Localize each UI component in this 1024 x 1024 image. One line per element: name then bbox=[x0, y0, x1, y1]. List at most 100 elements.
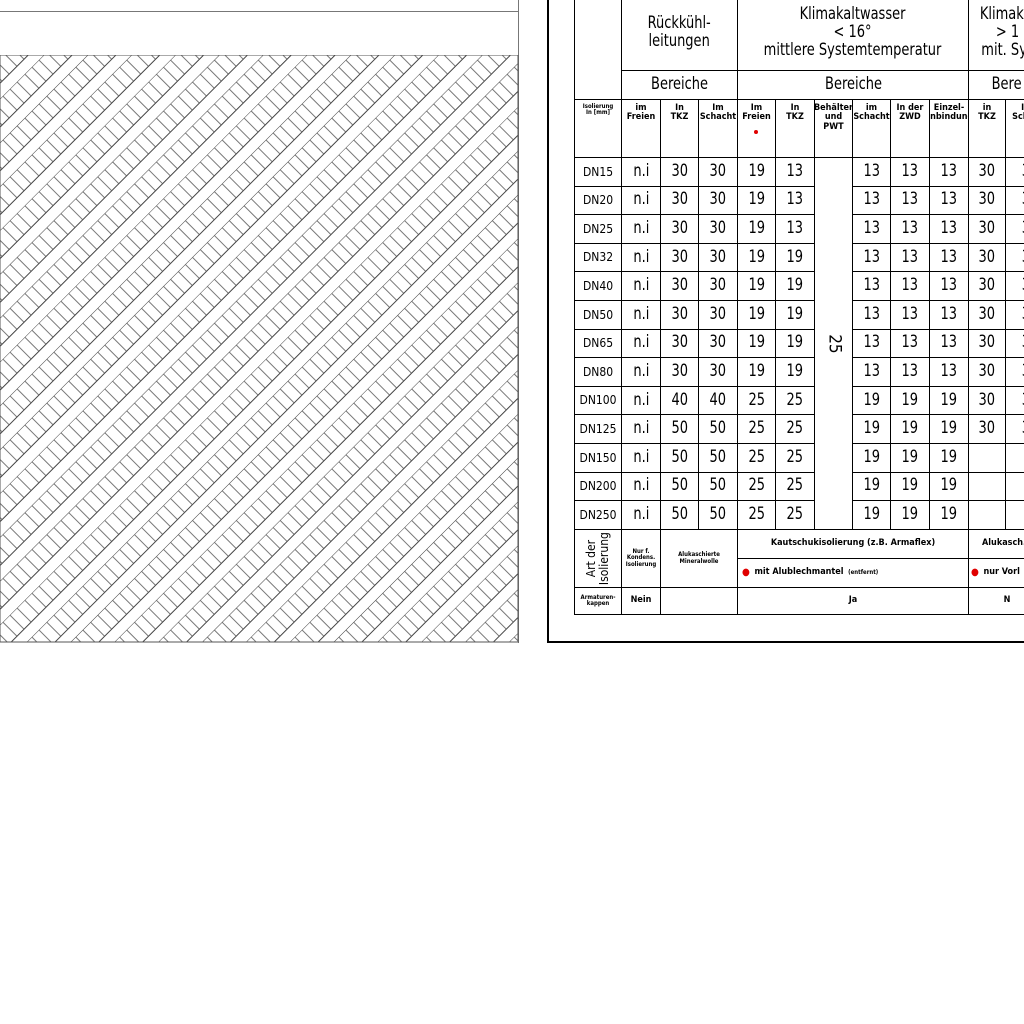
table-cell: 3 bbox=[1005, 357, 1024, 387]
bereiche-3-text: Bere bbox=[992, 74, 1022, 95]
table-cell-text: 30 bbox=[671, 246, 688, 267]
table-cell-text: 19 bbox=[748, 246, 765, 267]
table-cell: 30 bbox=[968, 357, 1006, 387]
table-cell: n.i bbox=[621, 414, 661, 444]
table-cell bbox=[968, 443, 1006, 473]
table-cell: 3 bbox=[1005, 214, 1024, 244]
table-cell: 25 bbox=[737, 443, 776, 473]
table-cell-text: 30 bbox=[978, 218, 996, 239]
table-cell: DN25 bbox=[574, 214, 622, 244]
table-cell-text: 50 bbox=[709, 418, 727, 439]
red-marker-dot: ● bbox=[971, 566, 979, 578]
table-cell: 19 bbox=[890, 385, 930, 416]
table-cell-text: DN80 bbox=[582, 364, 614, 379]
table-cell: n.i bbox=[621, 300, 661, 330]
table-cell: 13 bbox=[852, 300, 891, 330]
bereiche-1: Bereiche bbox=[621, 70, 738, 100]
table-cell: n.i bbox=[621, 328, 661, 359]
table-cell: 30 bbox=[660, 242, 699, 273]
table-cell: 19 bbox=[775, 242, 815, 273]
table-cell: 3 bbox=[1005, 300, 1024, 330]
table-cell-text: DN150 bbox=[579, 450, 617, 465]
table-cell: 30 bbox=[698, 357, 738, 387]
table-cell-text: 50 bbox=[671, 418, 688, 439]
table-cell: 3 bbox=[1005, 385, 1024, 416]
table-cell-text: 30 bbox=[671, 160, 688, 181]
table-cell: 13 bbox=[852, 242, 891, 273]
art-der-isolierung-label: Art der Isolierung bbox=[574, 529, 622, 588]
table-cell: 13 bbox=[852, 157, 891, 187]
header-klima-gt16: Klimakal > 1 mit. Sys bbox=[968, 0, 1024, 71]
table-cell-text: 19 bbox=[901, 504, 919, 525]
alublech-cell: ● mit Alublechmantel (entfernt) bbox=[737, 558, 969, 588]
table-cell: 13 bbox=[852, 214, 891, 244]
table-cell: 30 bbox=[660, 185, 699, 216]
table-cell-text: 50 bbox=[709, 475, 727, 496]
table-cell-text: DN40 bbox=[582, 278, 614, 293]
table-cell: 19 bbox=[737, 357, 776, 387]
table-cell-text: 13 bbox=[863, 189, 880, 210]
table-cell: 30 bbox=[660, 157, 699, 187]
table-cell: 30 bbox=[698, 157, 738, 187]
table-cell-text: 25 bbox=[748, 418, 765, 439]
subheader: Isolierung In [mm] bbox=[574, 99, 622, 158]
table-cell-text: 25 bbox=[786, 446, 804, 467]
merged-behaelter-value: 25 bbox=[814, 157, 853, 530]
table-cell-text: n.i bbox=[633, 218, 649, 239]
table-cell: DN150 bbox=[574, 443, 622, 473]
table-cell-text: 30 bbox=[978, 418, 996, 439]
table-cell-text: 13 bbox=[901, 275, 919, 296]
table-cell-text: 13 bbox=[940, 189, 958, 210]
table-cell-text: DN65 bbox=[582, 336, 614, 351]
subheader-text: In TKZ bbox=[786, 103, 804, 123]
table-cell: 19 bbox=[775, 357, 815, 387]
table-cell-text: 30 bbox=[671, 361, 688, 382]
armaturen-n-cut-text: N bbox=[1003, 595, 1011, 606]
table-cell-text: 19 bbox=[786, 303, 804, 324]
table-cell-text: n.i bbox=[633, 332, 649, 353]
table-cell-text: 30 bbox=[709, 160, 727, 181]
table-cell-text: 30 bbox=[671, 275, 688, 296]
table-cell-text: n.i bbox=[633, 418, 649, 439]
table-cell-text: 19 bbox=[748, 275, 765, 296]
table-cell-text: 13 bbox=[901, 246, 919, 267]
table-cell-text: n.i bbox=[633, 303, 649, 324]
subheader: In TKZ bbox=[660, 99, 699, 158]
table-cell-text: 19 bbox=[786, 361, 804, 382]
subheader: In TKZ bbox=[775, 99, 815, 158]
table-cell-text: 13 bbox=[901, 218, 919, 239]
subheader: Einzel- anbindung bbox=[929, 99, 969, 158]
table-cell-text: 19 bbox=[940, 504, 958, 525]
table-cell: n.i bbox=[621, 157, 661, 187]
table-cell-text: 19 bbox=[901, 446, 919, 467]
header-rueckkuehl: Rückkühl- leitungen bbox=[621, 0, 738, 71]
table-cell-text: 25 bbox=[748, 475, 765, 496]
nur-fuer-kondens: Nur f. Kondens. Isolierung bbox=[621, 529, 661, 588]
table-cell-text: 25 bbox=[748, 446, 765, 467]
kautschuk-label-text: Kautschukisolierung (z.B. Armaflex) bbox=[770, 538, 936, 549]
table-cell: 19 bbox=[775, 328, 815, 359]
kautschuk-label: Kautschukisolierung (z.B. Armaflex) bbox=[737, 529, 969, 559]
subheader: im Freien bbox=[621, 99, 661, 158]
subheader-text: In Schac bbox=[1012, 103, 1024, 123]
table-cell-text: 19 bbox=[786, 275, 804, 296]
subheader-text: Isolierung In [mm] bbox=[582, 103, 614, 117]
table-cell: 19 bbox=[890, 443, 930, 473]
subheader: In der ZWD bbox=[890, 99, 930, 158]
table-cell: 25 bbox=[737, 500, 776, 530]
table-cell: 19 bbox=[890, 414, 930, 444]
table-cell: 13 bbox=[890, 185, 930, 216]
table-cell: 13 bbox=[890, 157, 930, 187]
subheader-text: in TKZ bbox=[978, 103, 996, 123]
subheader: Behälter und PWT bbox=[814, 99, 853, 158]
table-cell: 25 bbox=[737, 471, 776, 502]
table-cell: 50 bbox=[698, 414, 738, 444]
bereiche-2-text: Bereiche bbox=[824, 74, 882, 95]
table-cell-text: 40 bbox=[709, 389, 727, 410]
table-cell: n.i bbox=[621, 271, 661, 301]
table-cell: 25 bbox=[775, 385, 815, 416]
table-cell-text: 19 bbox=[748, 218, 765, 239]
table-cell-text: 13 bbox=[901, 160, 919, 181]
table-cell-text: 13 bbox=[863, 275, 880, 296]
alukaschierte-mineralwolle-text: Alukaschierte Mineralwolle bbox=[678, 551, 720, 565]
